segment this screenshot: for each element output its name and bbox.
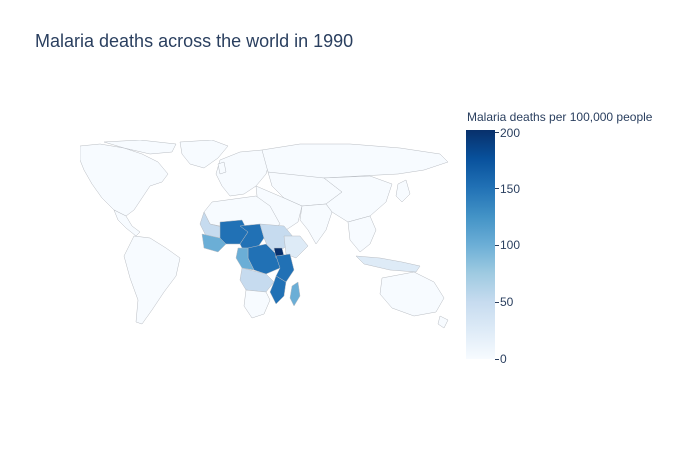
region-greenland bbox=[179, 140, 229, 169]
region-japan bbox=[395, 179, 411, 203]
region-central-america bbox=[113, 209, 141, 237]
colorbar-tick-label: 0 bbox=[500, 352, 507, 366]
region-arctic-islands bbox=[103, 140, 177, 155]
region-southern-africa bbox=[243, 289, 271, 319]
colorbar-tick-mark bbox=[495, 302, 499, 303]
colorbar-tick-mark bbox=[495, 132, 499, 133]
region-gabon-congo bbox=[235, 247, 255, 271]
colorbar-title: Malaria deaths per 100,000 people bbox=[467, 110, 653, 124]
region-new-zealand bbox=[437, 315, 449, 329]
region-southeast-asia bbox=[347, 215, 377, 253]
region-north-america bbox=[80, 143, 169, 217]
region-west-africa-coast bbox=[201, 233, 227, 253]
colorbar-tick-label: 50 bbox=[500, 295, 514, 309]
region-china bbox=[323, 175, 393, 223]
region-madagascar bbox=[289, 281, 301, 307]
region-uk bbox=[217, 161, 227, 175]
region-australia bbox=[379, 271, 445, 317]
region-russia bbox=[261, 143, 449, 179]
region-ethiopia-somalia bbox=[283, 235, 309, 259]
region-south-america bbox=[123, 235, 181, 325]
region-india bbox=[299, 203, 333, 245]
world-choropleth-map bbox=[80, 140, 449, 329]
colorbar-tick-label: 150 bbox=[500, 182, 521, 196]
region-indonesia bbox=[355, 255, 421, 273]
colorbar-tick-mark bbox=[495, 188, 499, 189]
colorbar-tick-mark bbox=[495, 245, 499, 246]
colorbar-tick-label: 100 bbox=[500, 238, 521, 252]
colorbar-tick-mark bbox=[495, 359, 499, 360]
chart-title: Malaria deaths across the world in 1990 bbox=[35, 31, 354, 51]
colorbar-tick-label: 200 bbox=[500, 126, 521, 140]
region-mozambique bbox=[269, 275, 287, 305]
colorbar bbox=[466, 130, 495, 359]
